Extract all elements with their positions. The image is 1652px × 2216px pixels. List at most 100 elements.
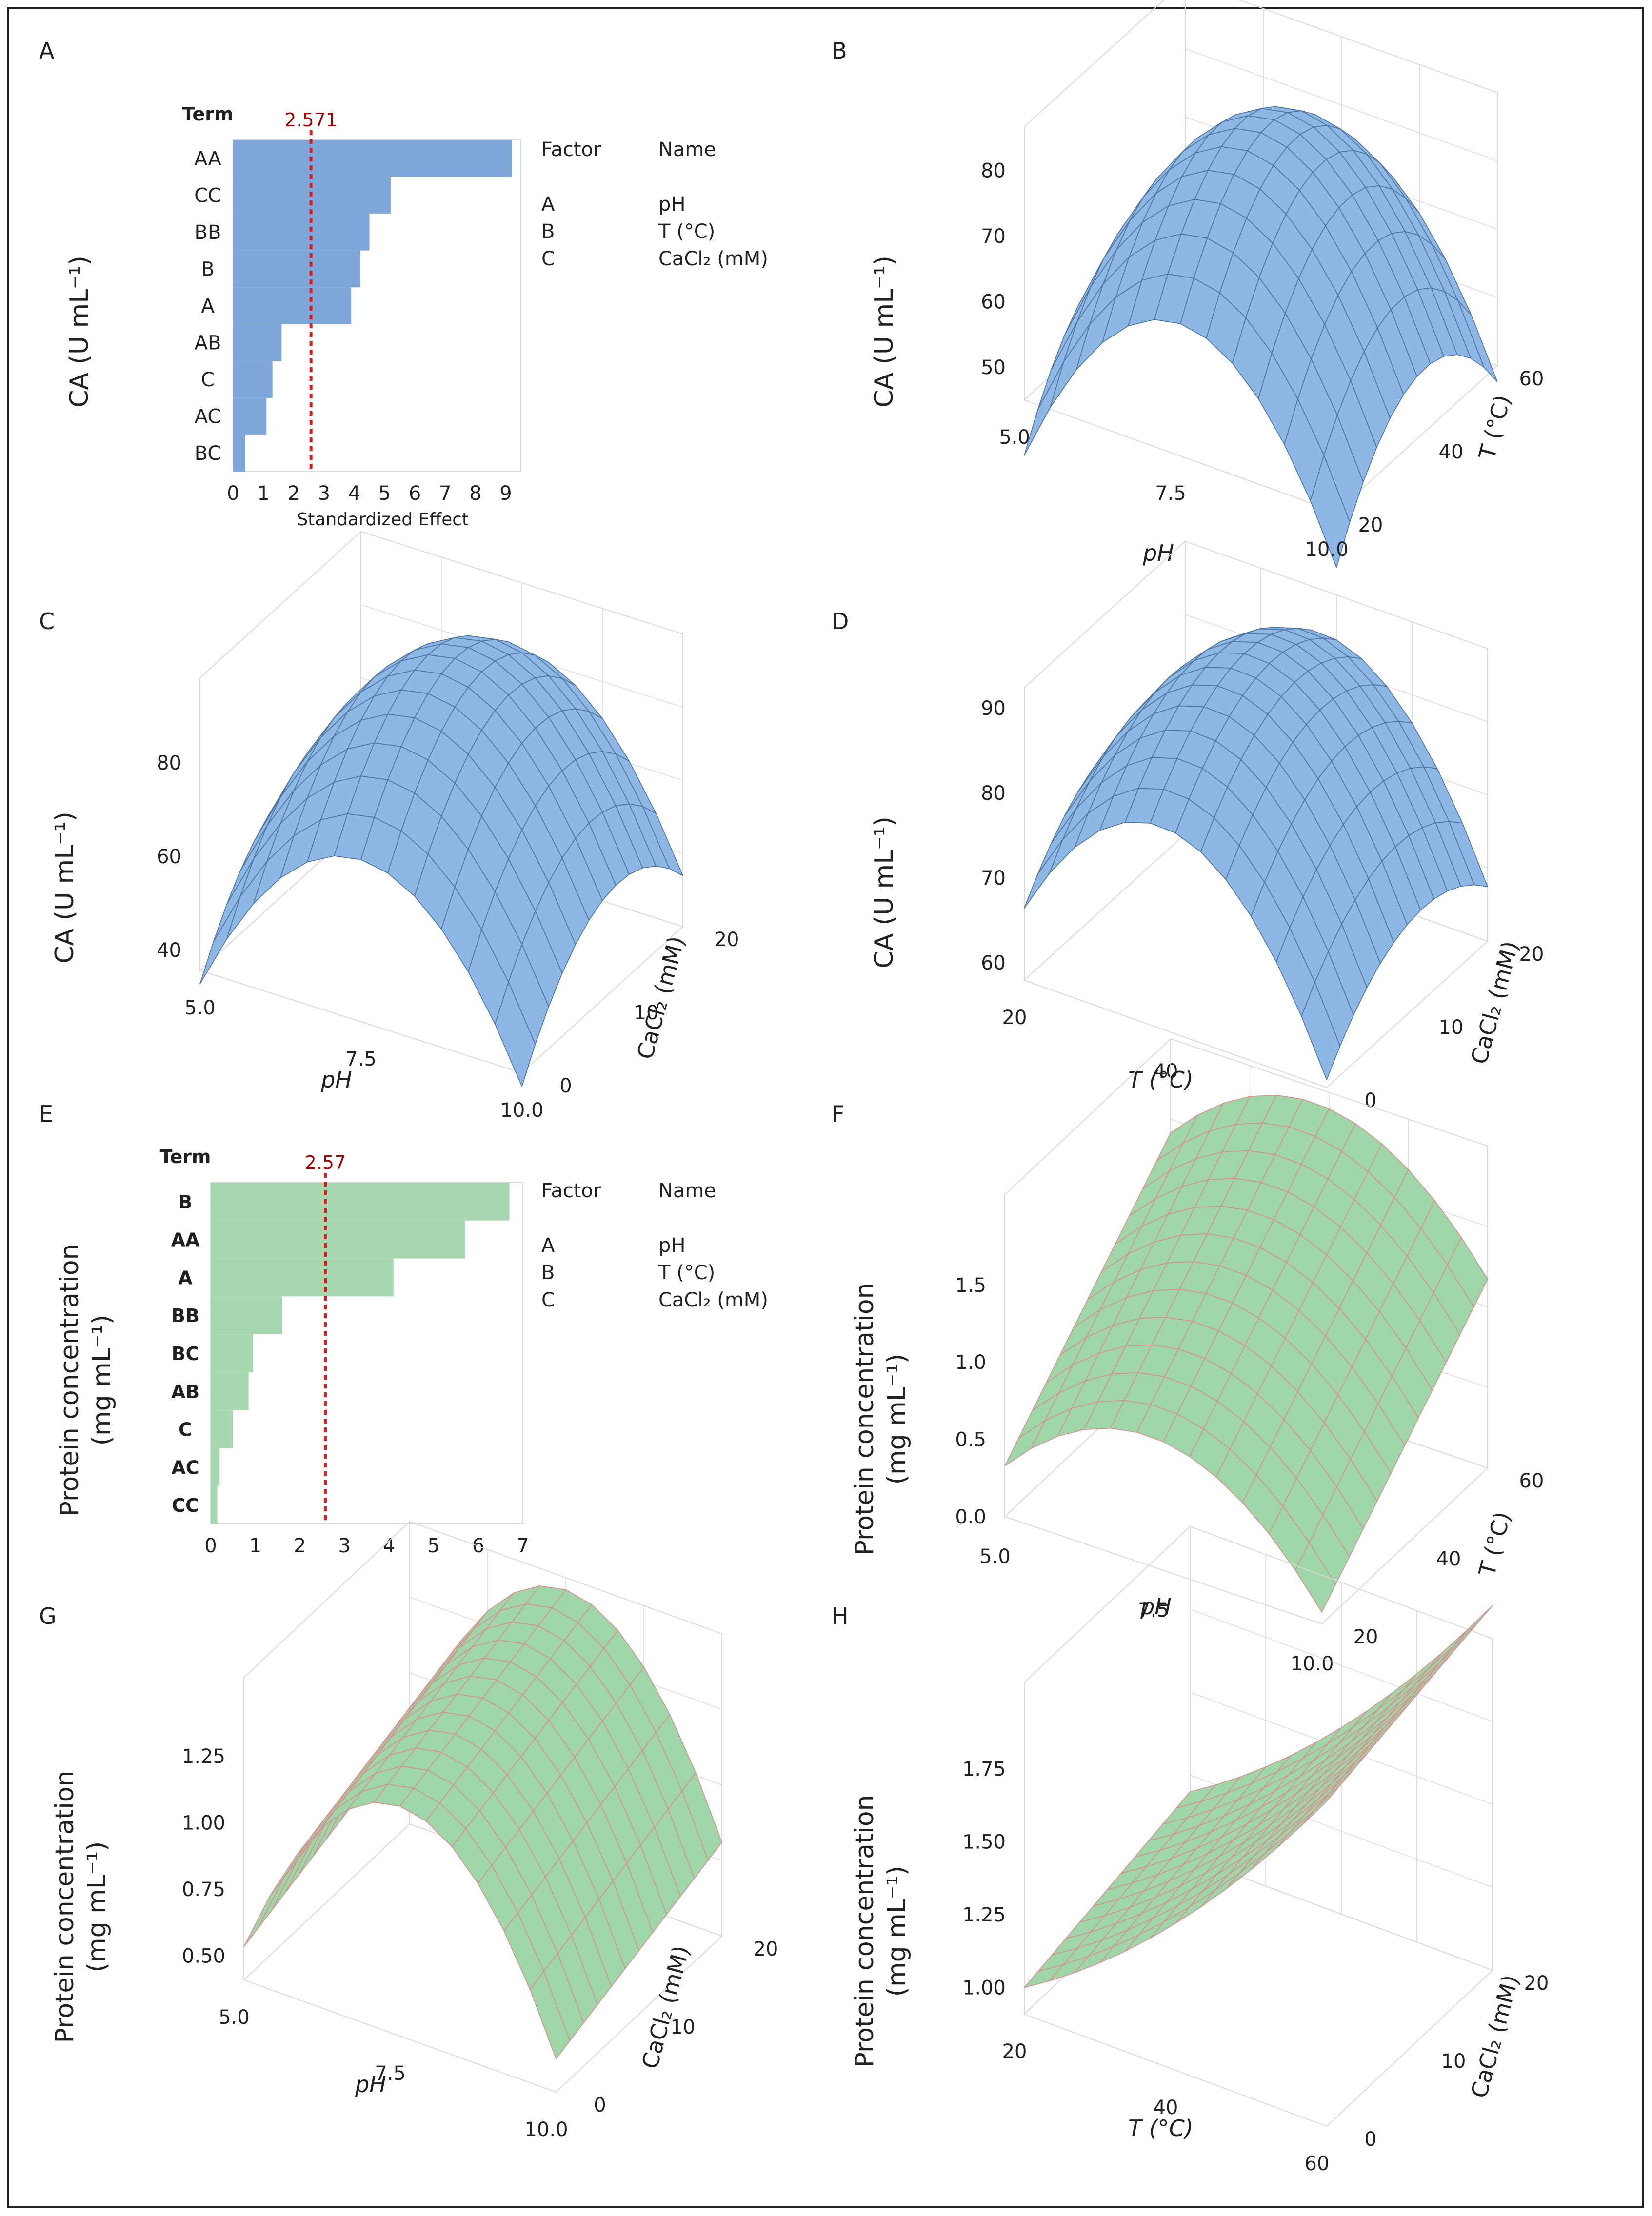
x-tick-3: 3 <box>338 1535 351 1557</box>
z-axis-title: CA (U mL⁻¹) <box>870 256 899 408</box>
bar-A <box>233 287 352 324</box>
chart-panel-C: C 5.0 7.5 10.0 0 10 20 40 60 80 pH CaCl₂ (mM) CA (U … <box>39 530 739 1122</box>
term-label-BC: BC <box>195 442 221 465</box>
x-axis-title: pH <box>1140 1593 1172 1620</box>
factor-B: B <box>541 220 555 243</box>
z-tick-1.00: 1.00 <box>182 1812 225 1835</box>
term-header: Term <box>160 1146 211 1167</box>
z-axis-title-units: (mg mL⁻¹) <box>882 1866 912 1997</box>
z-tick-60: 60 <box>981 291 1006 313</box>
y-axis-title: CaCl₂ (mM) <box>1466 938 1524 1067</box>
factor-A: A <box>541 193 555 216</box>
z-tick-80: 80 <box>981 160 1006 182</box>
z-tick-80: 80 <box>157 752 181 774</box>
y-tick-0: 0 <box>559 1075 572 1097</box>
x-tick-5.0: 5.0 <box>184 997 216 1019</box>
bar-AC <box>211 1448 220 1486</box>
factor-name-C: CaCl₂ (mM) <box>658 1289 768 1311</box>
term-label-C: C <box>179 1419 192 1441</box>
y-axis-title: CaCl₂ (mM) <box>632 933 690 1062</box>
x-tick-4: 4 <box>383 1535 395 1557</box>
bar-B <box>211 1183 510 1221</box>
x-axis-title: T (°C) <box>1128 2115 1194 2141</box>
x-tick-7.5: 7.5 <box>375 2062 406 2085</box>
chart-panel-H: H 20 40 60 0 10 20 1.00 1.25 1.50 1.75 T (°C) CaCl₂ … <box>832 1525 1549 2175</box>
panel-label: A <box>39 38 55 64</box>
surface-patch <box>243 1878 284 1947</box>
y-tick-0: 0 <box>594 2094 606 2117</box>
term-label-A: A <box>201 295 215 317</box>
y-axis-title: CaCl₂ (mM) <box>637 1943 695 2072</box>
term-label-A: A <box>178 1267 193 1288</box>
factor-A: A <box>541 1234 555 1257</box>
x-axis-title: pH <box>1142 540 1174 566</box>
y-axis-title: CA (U mL⁻¹) <box>65 256 94 408</box>
x-tick-7: 7 <box>439 482 451 505</box>
term-label-BC: BC <box>172 1343 199 1365</box>
chart-panel-B: B 5.0 7.5 10.0 20 40 60 50 60 70 80 pH T (°C) CA (U m… <box>832 0 1544 568</box>
back-grid-h-2 <box>1185 48 1498 161</box>
bar-C <box>211 1410 233 1448</box>
x-tick-2: 2 <box>287 482 299 505</box>
z-tick-1.0: 1.0 <box>955 1351 986 1374</box>
x-tick-1: 1 <box>249 1535 261 1557</box>
x-tick-0: 0 <box>227 482 239 505</box>
term-label-CC: CC <box>194 184 221 207</box>
x-tick-2: 2 <box>294 1535 306 1557</box>
x-tick-7.5: 7.5 <box>345 1048 377 1070</box>
y-tick-20: 20 <box>1519 943 1544 966</box>
x-tick-20: 20 <box>1002 2040 1027 2063</box>
y-tick-0: 0 <box>1364 2128 1376 2151</box>
panel-label: F <box>832 1101 844 1127</box>
bar-AC <box>233 397 267 435</box>
z-tick-0.0: 0.0 <box>955 1506 986 1528</box>
x-axis-title: Standardized Effect <box>297 510 469 530</box>
z-tick-40: 40 <box>157 939 181 962</box>
y-tick-40: 40 <box>1439 441 1464 463</box>
surface-patch <box>1024 839 1063 909</box>
bar-CC <box>211 1486 218 1524</box>
factor-C: C <box>541 248 555 270</box>
z-tick-0.75: 0.75 <box>182 1879 225 1901</box>
x-tick-7.5: 7.5 <box>1155 482 1186 505</box>
z-tick-0.50: 0.50 <box>182 1945 225 1967</box>
term-label-C: C <box>201 369 215 391</box>
term-label-AC: AC <box>171 1457 199 1478</box>
y-axis-title-units: (mg mL⁻¹) <box>87 1315 117 1446</box>
name-header: Name <box>658 138 716 161</box>
x-tick-7: 7 <box>517 1535 529 1557</box>
chart-panel-F: F 5.0 7.5 10.0 20 40 60 0.0 0.5 1.0 1.5 pH T (°C) Pro… <box>832 1037 1544 1675</box>
bar-A <box>211 1258 394 1297</box>
z-axis-title: Protein concentration <box>850 1283 879 1556</box>
z-tick-0.5: 0.5 <box>955 1429 986 1451</box>
term-label-B: B <box>179 1191 193 1213</box>
y-tick-20: 20 <box>715 929 739 951</box>
z-tick-1.50: 1.50 <box>962 1831 1006 1853</box>
x-axis-title: pH <box>355 2071 386 2097</box>
x-tick-1: 1 <box>257 482 269 505</box>
x-axis-title: pH <box>320 1067 352 1093</box>
factor-name-B: T (°C) <box>658 220 715 243</box>
z-tick-1.25: 1.25 <box>962 1904 1006 1926</box>
surface-patch <box>257 1860 298 1929</box>
z-axis-title: CA (U mL⁻¹) <box>870 816 899 969</box>
factor-name-A: pH <box>658 193 685 216</box>
x-tick-60: 60 <box>1305 2153 1330 2175</box>
bar-BC <box>211 1334 253 1372</box>
bar-AB <box>233 324 282 361</box>
surface-patch <box>1024 361 1064 456</box>
z-tick-80: 80 <box>981 782 1006 805</box>
term-header: Term <box>182 103 234 125</box>
x-axis-title: T (°C) <box>1128 1067 1194 1093</box>
side-wall <box>243 1520 410 1981</box>
z-axis-title: CA (U mL⁻¹) <box>50 811 80 964</box>
bar-AA <box>233 140 512 177</box>
x-tick-9: 9 <box>499 482 512 505</box>
reference-label: 2.57 <box>305 1152 346 1173</box>
x-tick-5: 5 <box>427 1535 439 1557</box>
y-tick-20: 20 <box>754 1938 778 1960</box>
x-tick-3: 3 <box>318 482 330 505</box>
factor-B: B <box>541 1262 555 1284</box>
